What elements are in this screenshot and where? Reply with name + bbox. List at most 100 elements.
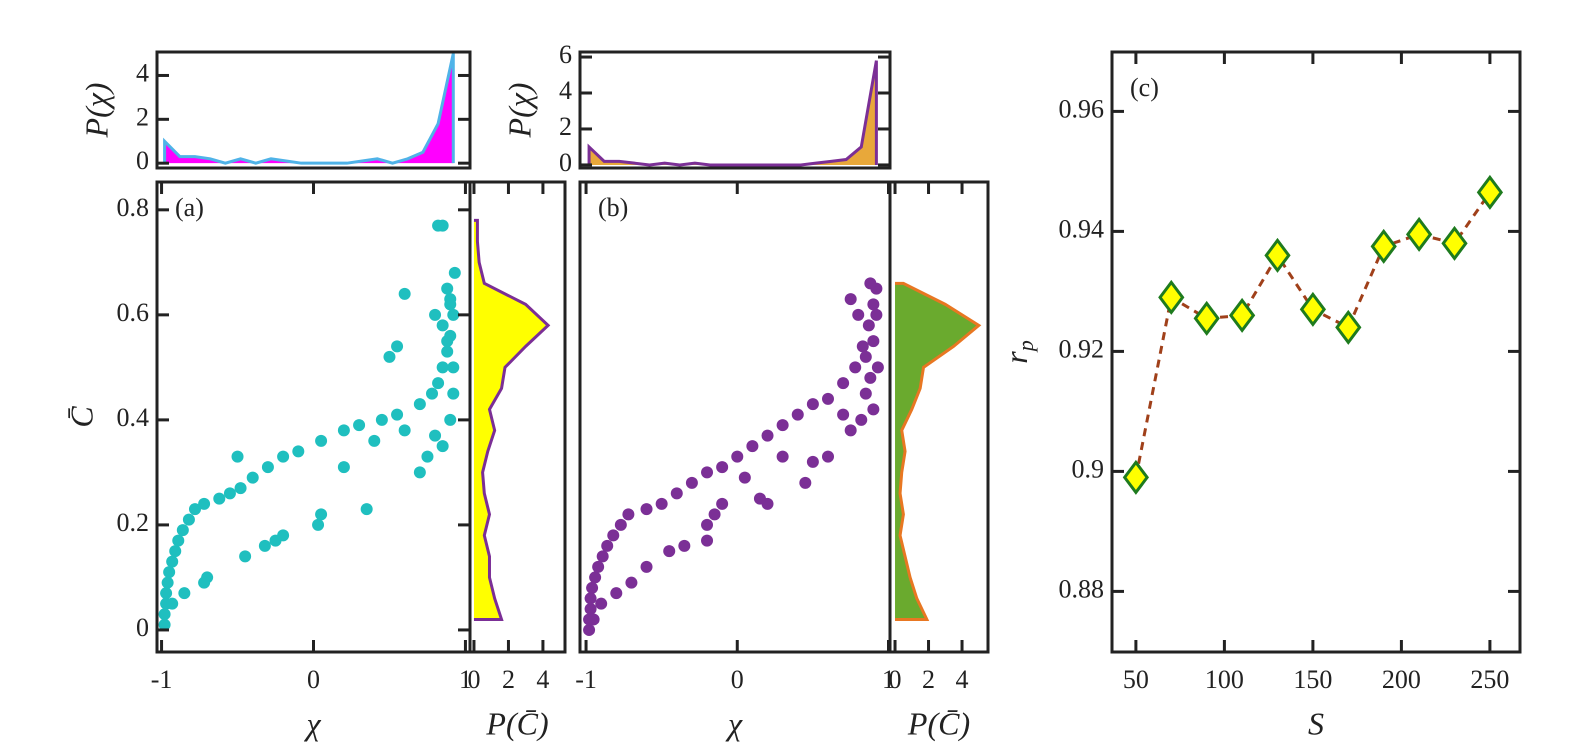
point	[436, 440, 449, 453]
point	[791, 408, 804, 421]
point	[701, 518, 714, 531]
point	[864, 371, 877, 384]
point	[859, 350, 872, 363]
panel-label: (b)	[598, 193, 628, 222]
axes-frame	[1110, 50, 1522, 654]
x-tick-label: 200	[1382, 665, 1421, 694]
point	[806, 455, 819, 468]
point	[871, 361, 884, 374]
point	[849, 361, 862, 374]
point	[701, 466, 714, 479]
point	[160, 587, 173, 600]
point	[315, 434, 328, 447]
point	[586, 581, 599, 594]
marker	[1299, 291, 1327, 327]
marker	[1122, 459, 1150, 495]
point	[587, 613, 600, 626]
axes-frame	[468, 180, 567, 654]
marker	[1370, 228, 1397, 264]
y-tick-label: 0.8	[117, 193, 150, 222]
panel-label: (c)	[1130, 73, 1159, 102]
axes-frame	[888, 180, 990, 654]
point	[188, 503, 201, 516]
point	[223, 487, 236, 500]
area-line	[895, 281, 982, 621]
point	[822, 392, 834, 405]
y-axis-label: P(χ)	[501, 83, 537, 139]
y-tick-label: 0.6	[117, 298, 150, 327]
point	[447, 387, 460, 400]
axes-frame	[578, 50, 892, 170]
point	[870, 308, 883, 321]
point	[163, 566, 176, 579]
point	[856, 340, 869, 353]
axes-frame	[155, 50, 472, 170]
point	[391, 408, 404, 421]
area-fill	[895, 283, 979, 620]
point	[867, 403, 880, 416]
point	[753, 492, 766, 505]
y-axis-label-sub: p	[1013, 340, 1038, 353]
point	[432, 219, 445, 232]
point	[708, 508, 721, 521]
point	[663, 545, 676, 558]
x-tick-label: -1	[575, 665, 597, 694]
point	[169, 545, 182, 558]
point	[447, 308, 460, 321]
point	[441, 345, 454, 358]
area-fill	[473, 220, 549, 620]
point	[161, 576, 174, 589]
y-axis-label: C̄	[63, 406, 99, 428]
x-tick-label: 50	[1123, 665, 1149, 694]
point	[622, 508, 635, 521]
x-axis-label: χ	[303, 705, 321, 741]
point	[595, 597, 608, 610]
point	[246, 471, 259, 484]
y-tick-label: 4	[136, 58, 149, 87]
point	[337, 461, 350, 474]
point	[158, 618, 171, 631]
point	[172, 534, 185, 547]
x-tick-label: -1	[151, 665, 173, 694]
point	[441, 335, 454, 348]
point	[799, 476, 812, 489]
y-tick-label: 0.88	[1059, 574, 1105, 603]
point	[383, 350, 396, 363]
point	[596, 550, 609, 563]
y-axis-label: rp	[998, 340, 1038, 363]
y-tick-label: 2	[136, 102, 149, 131]
y-tick-label: 0.94	[1059, 214, 1105, 243]
x-tick-label: 2	[922, 665, 935, 694]
point	[614, 518, 627, 531]
point	[601, 539, 614, 552]
point	[837, 377, 850, 390]
point	[716, 461, 729, 474]
y-tick-label: 0	[136, 613, 149, 642]
marker	[1158, 279, 1185, 315]
x-axis-label: P(C̄)	[485, 705, 548, 741]
point	[862, 319, 875, 332]
point	[436, 361, 449, 374]
point	[806, 398, 819, 411]
point	[413, 398, 426, 411]
point	[375, 413, 388, 426]
x-tick-label: 1	[882, 665, 895, 694]
point	[312, 518, 325, 531]
point	[315, 508, 328, 521]
y-tick-label: 2	[559, 112, 572, 141]
point	[391, 340, 404, 353]
point	[837, 408, 850, 421]
point	[852, 308, 865, 321]
area-line	[163, 53, 455, 165]
point	[867, 335, 880, 348]
point	[610, 587, 623, 600]
point	[198, 497, 211, 510]
y-tick-label: 0	[559, 148, 572, 177]
point	[716, 497, 729, 510]
point	[337, 424, 350, 437]
point	[776, 450, 789, 463]
point	[844, 424, 857, 437]
point	[583, 623, 596, 636]
point	[864, 277, 877, 290]
point	[277, 450, 290, 463]
